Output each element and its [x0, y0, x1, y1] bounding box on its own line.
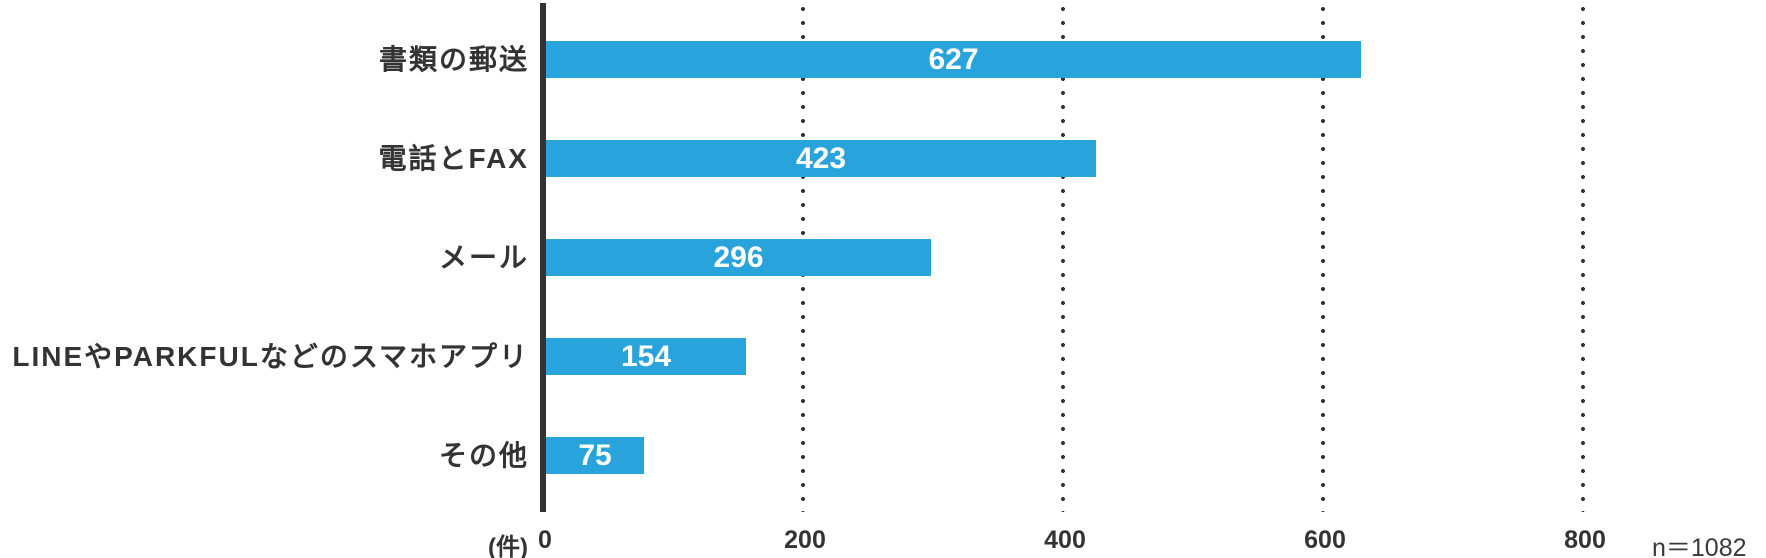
category-label: メール	[438, 242, 529, 273]
bar: 627	[546, 41, 1361, 78]
x-tick-label-800: 800	[1564, 526, 1606, 554]
bar-value-label: 423	[795, 142, 847, 175]
bar: 423	[546, 140, 1096, 177]
sample-size-label: n＝1082	[1652, 534, 1747, 558]
gridline-400	[1061, 2, 1065, 512]
category-label: 電話とFAX	[378, 143, 529, 174]
y-axis-line	[540, 3, 546, 512]
category-label: その他	[438, 440, 529, 471]
category-label: LINEやPARKFULなどのスマホアプリ	[12, 341, 529, 372]
axis-unit-label: (件)	[488, 534, 528, 558]
bar-value-label: 627	[928, 43, 979, 76]
x-tick-label-600: 600	[1304, 526, 1346, 554]
x-tick-label-200: 200	[784, 526, 826, 554]
bar: 296	[546, 239, 931, 276]
bar-value-label: 75	[578, 439, 612, 472]
x-tick-label-0: 0	[538, 526, 552, 554]
gridline-800	[1581, 2, 1585, 512]
bar-value-label: 154	[620, 340, 672, 373]
x-tick-label-400: 400	[1044, 526, 1086, 554]
bar: 154	[546, 338, 746, 375]
bar-value-label: 296	[713, 241, 764, 274]
gridline-600	[1321, 2, 1325, 512]
bar: 75	[546, 437, 644, 474]
category-label: 書類の郵送	[378, 44, 529, 75]
